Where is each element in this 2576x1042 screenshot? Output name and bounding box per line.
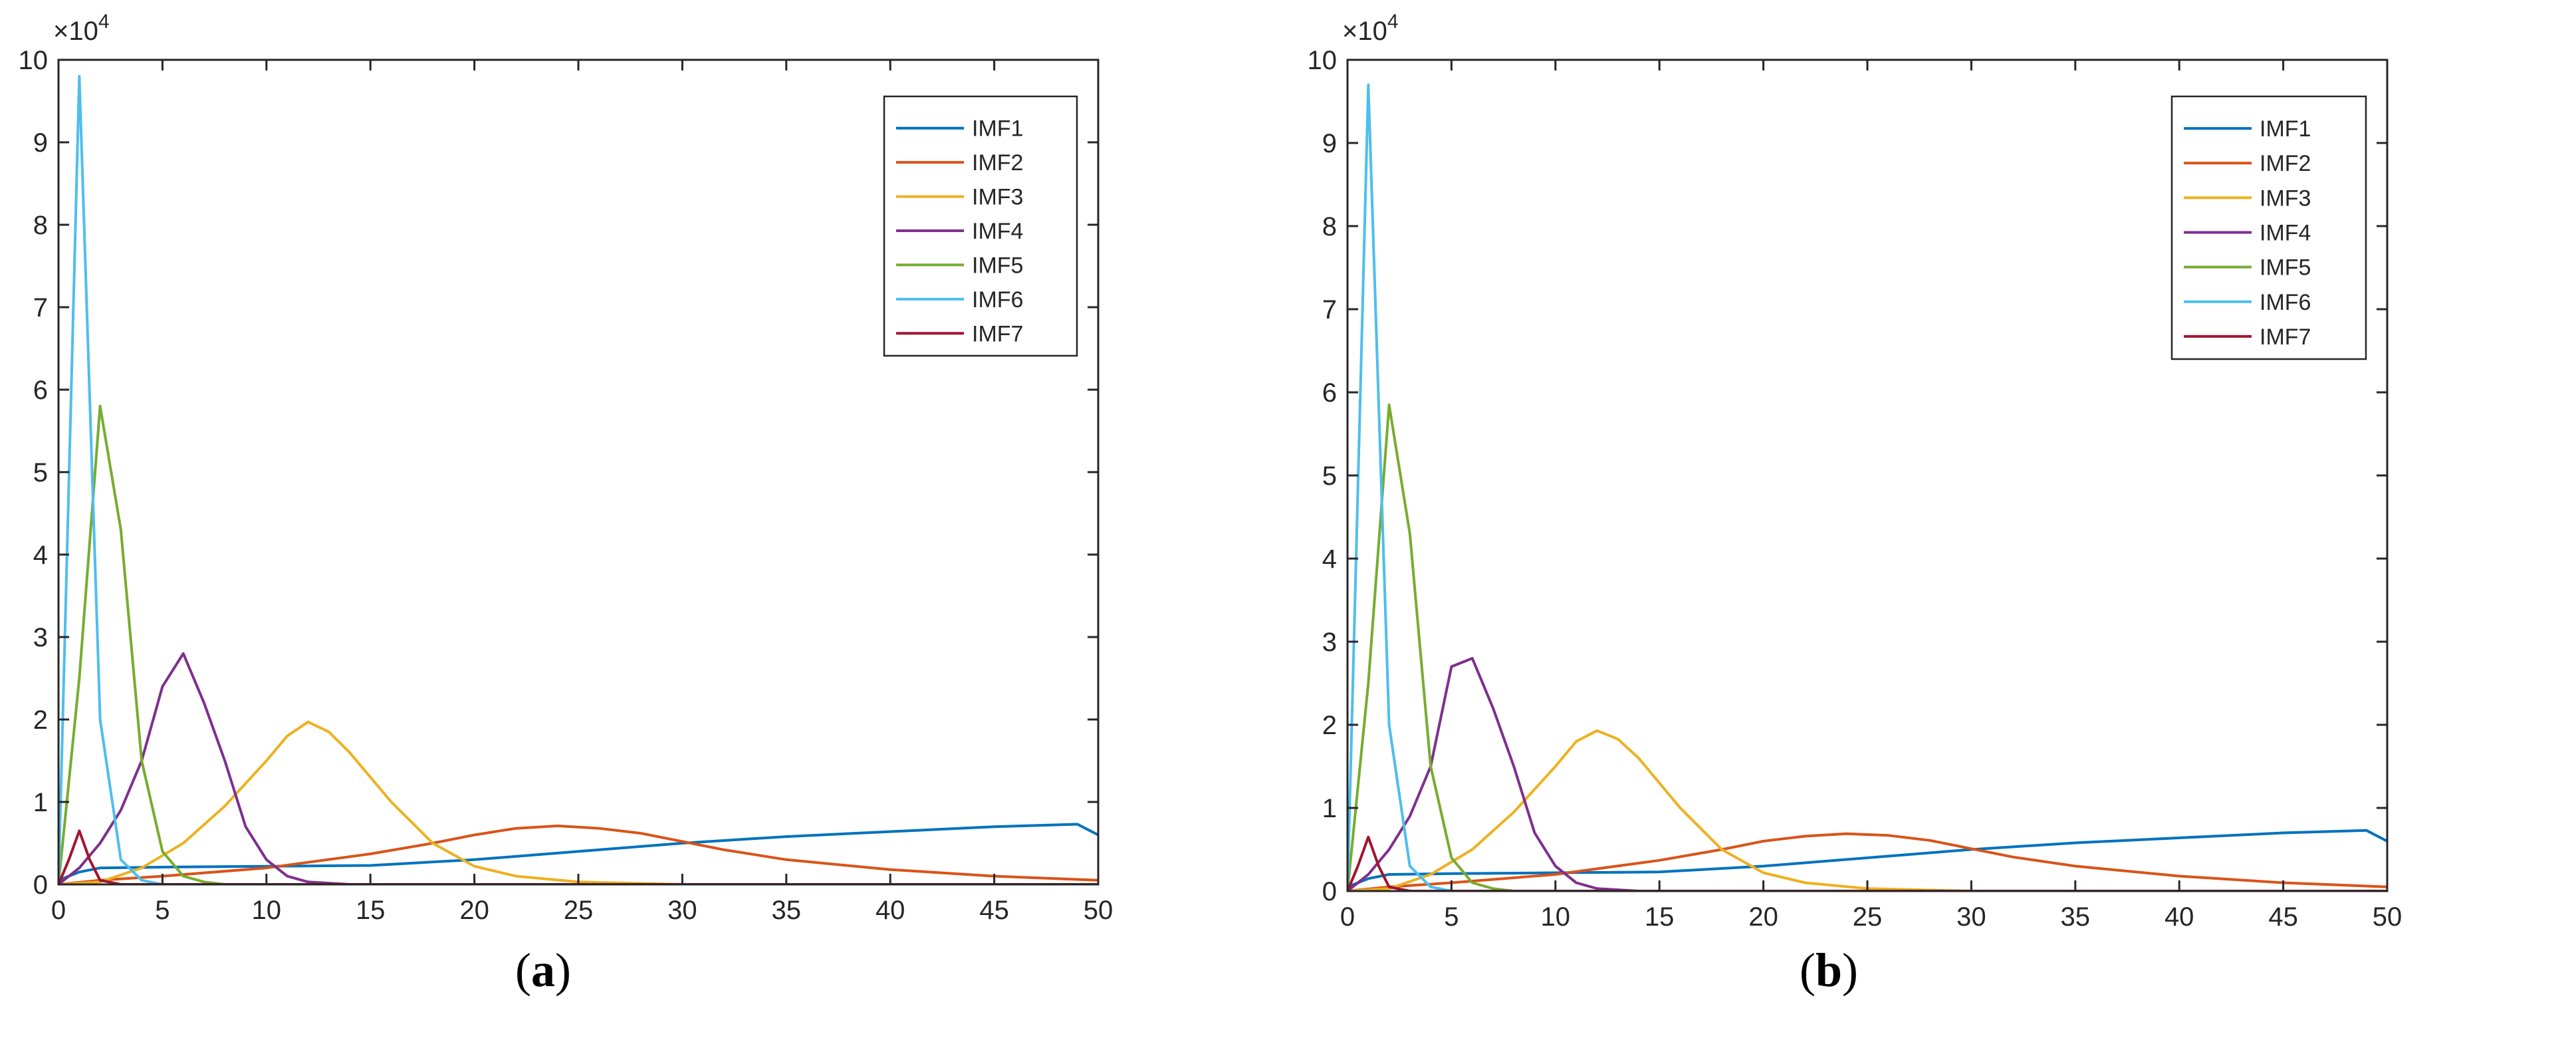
series-line-imf6-a	[59, 74, 1098, 884]
series-line-imf4-a	[59, 652, 1098, 884]
caption-a-letter: a	[531, 944, 555, 997]
legend-label-imf6-b: IMF6	[2260, 290, 2311, 315]
x-tick-label-b: 0	[1340, 902, 1355, 932]
x-tick-label-a: 45	[979, 896, 1009, 925]
legend-label-imf2-a: IMF2	[972, 150, 1023, 176]
x-tick-label-a: 5	[155, 896, 170, 925]
legend-label-imf5-b: IMF5	[2260, 255, 2311, 281]
series-line-imf6-b	[1347, 83, 2387, 891]
plot-area-a	[59, 74, 1098, 884]
legend-a: IMF1 IMF2 IMF3 IMF4 IMF5 IMF6 IMF7	[883, 95, 1078, 357]
y-tick-label-b: 7	[1322, 295, 1337, 325]
y-tick-label-a: 2	[33, 706, 48, 735]
x-tick-label-a: 40	[876, 896, 905, 925]
y-tick-label-a: 4	[33, 541, 48, 570]
caption-b: (b)	[1799, 944, 1858, 997]
legend-label-imf6-a: IMF6	[972, 287, 1023, 313]
y-tick-label-a: 8	[33, 211, 48, 240]
legend-label-imf3-b: IMF3	[2260, 186, 2311, 211]
y-tick-label-b: 3	[1322, 628, 1337, 657]
y-exponent-label-b: ×104	[1342, 11, 1399, 46]
caption-a: (a)	[515, 944, 571, 997]
y-tick-label-a: 5	[33, 458, 48, 487]
y-exponent-power-a: 4	[98, 11, 110, 33]
legend-label-imf5-a: IMF5	[972, 253, 1023, 278]
series-line-imf1-a	[59, 823, 1098, 882]
series-line-imf5-b	[1347, 403, 2387, 891]
x-tick-label-a: 20	[459, 896, 489, 925]
y-tick-label-b: 9	[1322, 129, 1337, 158]
y-tick-label-b: 6	[1322, 378, 1337, 408]
x-tick-label-a: 15	[356, 896, 386, 925]
x-tick-label-b: 35	[2061, 902, 2091, 932]
series-line-imf2-a	[59, 825, 1098, 884]
legend-label-imf1-b: IMF1	[2260, 116, 2311, 142]
x-tick-label-b: 45	[2268, 902, 2298, 932]
legend-box-a	[883, 95, 1078, 357]
chart-a-svg: 0 5 10 15 20 25 30 35 40 45 50012345678910×104IMF1…	[19, 11, 1113, 925]
x-tick-label-b: 30	[1956, 902, 1986, 932]
y-tick-label-b: 0	[1322, 877, 1337, 906]
y-tick-label-b: 4	[1322, 545, 1337, 574]
x-tick-label-a: 50	[1084, 896, 1113, 925]
x-tick-label-b: 40	[2165, 902, 2194, 932]
series-line-imf7-a	[59, 829, 1098, 884]
x-tick-label-a: 25	[564, 896, 594, 925]
y-tick-label-b: 10	[1308, 46, 1338, 75]
legend-label-imf4-b: IMF4	[2260, 221, 2311, 246]
y-tick-label-b: 1	[1322, 794, 1337, 823]
y-tick-label-a: 9	[33, 128, 48, 158]
legend-label-imf7-a: IMF7	[972, 321, 1023, 346]
legend-box-b	[2170, 95, 2367, 360]
legend-label-imf4-a: IMF4	[972, 219, 1023, 244]
y-tick-label-a: 1	[33, 788, 48, 817]
series-line-imf2-b	[1347, 832, 2387, 891]
x-tick-label-a: 10	[252, 896, 282, 925]
x-tick-label-b: 20	[1748, 902, 1778, 932]
x-tick-label-a: 30	[667, 896, 697, 925]
chart-panel-b: 0 5 10 15 20 25 30 35 40 45 50 0 1 2 3 4 5 6 7 8 9 10 ×104 IMF1…	[1288, 0, 2576, 1042]
y-tick-label-a: 7	[33, 293, 48, 323]
series-line-imf4-b	[1347, 657, 2387, 891]
x-tick-label-a: 0	[51, 896, 66, 925]
y-tick-label-b: 2	[1322, 711, 1337, 740]
y-tick-label-b: 5	[1322, 461, 1337, 491]
series-line-imf5-a	[59, 404, 1098, 884]
x-tick-label-b: 25	[1853, 902, 1883, 932]
x-tick-label-b: 5	[1444, 902, 1459, 932]
x-tick-label-b: 15	[1645, 902, 1675, 932]
y-exponent-power-b: 4	[1387, 11, 1399, 33]
series-line-imf3-b	[1347, 729, 2387, 891]
legend-label-imf7-b: IMF7	[2260, 325, 2311, 350]
legend-label-imf1-a: IMF1	[972, 116, 1023, 142]
series-line-imf3-a	[59, 720, 1098, 884]
plot-area-b	[1347, 83, 2387, 891]
y-tick-label-a: 0	[33, 870, 48, 900]
caption-b-letter: b	[1815, 944, 1843, 997]
chart-panel-a: 0 5 10 15 20 25 30 35 40 45 50 0 1 2 3 4 5 6 7 8 9 10 ×104 IMF1…	[19, 11, 1113, 925]
legend-b: IMF1 IMF2 IMF3 IMF4 IMF5 IMF6 IMF7	[2170, 95, 2367, 360]
y-tick-label-a: 10	[19, 46, 49, 75]
x-tick-label-a: 35	[772, 896, 802, 925]
series-line-imf1-b	[1347, 829, 2387, 888]
x-tick-label-b: 50	[2373, 902, 2402, 932]
y-exponent-label-a: ×104	[53, 11, 110, 46]
series-line-imf7-b	[1347, 835, 2387, 891]
legend-label-imf3-a: IMF3	[972, 185, 1023, 210]
y-tick-label-a: 3	[33, 623, 48, 652]
y-tick-label-a: 6	[33, 376, 48, 405]
chart-b-svg: 0 5 10 15 20 25 30 35 40 45 50012345678910×104IMF1…	[1308, 11, 2402, 932]
y-tick-label-b: 8	[1322, 212, 1337, 241]
legend-label-imf2-b: IMF2	[2260, 151, 2311, 176]
x-tick-label-b: 10	[1541, 902, 1571, 932]
